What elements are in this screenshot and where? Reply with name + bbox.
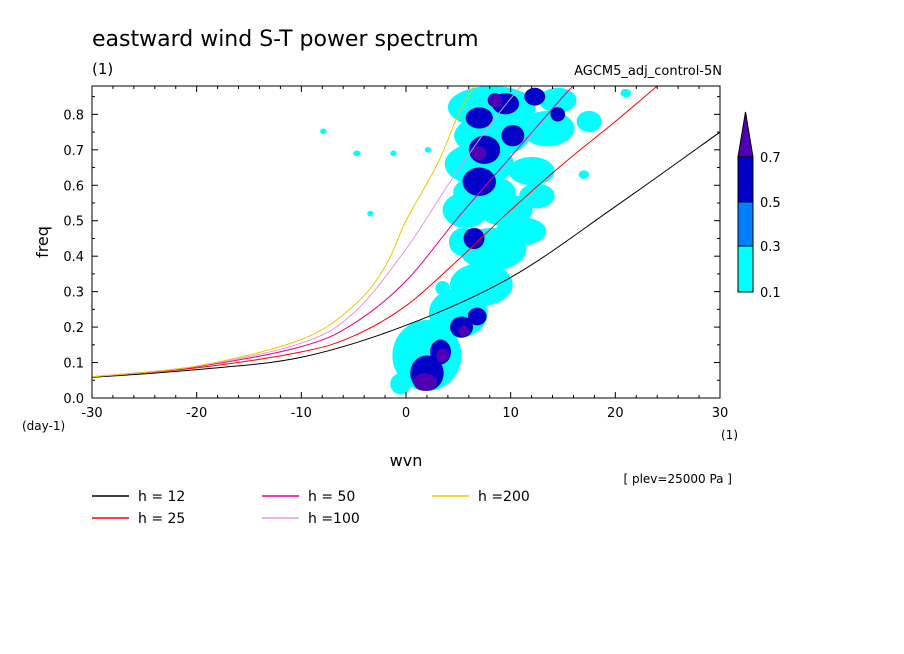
x-tick-label: 0 [402,406,410,421]
legend-label-1: h = 25 [138,511,185,527]
legend-label-4: h =200 [478,489,530,505]
y-tick-label: 0.5 [63,215,84,230]
curve-series-1 [92,86,658,378]
colorbar-label: 0.7 [760,151,781,166]
contour-l1-12 [508,156,555,186]
x-tick-label: -20 [186,406,207,421]
y-tick-label: 0.6 [63,179,84,194]
y-tick-label: 0.0 [63,392,84,407]
x-tick-label: 20 [607,406,624,421]
experiment-label: AGCM5_adj_control-5N [574,64,722,79]
y-tick-label: 0.2 [63,321,84,336]
curve-series-4 [92,86,475,378]
legend-label-0: h = 12 [138,489,185,505]
x-unit-label: (1) [721,428,738,442]
plev-note: [ plev=25000 Pa ] [623,472,732,486]
y-tick-label: 0.1 [63,357,84,372]
y-tick-label: 0.7 [63,144,84,159]
contour-l4-4 [487,93,503,108]
y-axis-title: freq [33,226,52,258]
contour-l1-19 [578,170,590,179]
x-tick-label: 30 [712,406,729,421]
contour-l3-5 [462,167,497,196]
x-tick-label: -10 [291,406,312,421]
contour-l1-10 [519,183,555,209]
contour-l1-24 [424,146,432,153]
contour-l4-1 [436,348,449,363]
legend: h = 12 h = 25 h = 50 h =100 h =200 [92,489,530,527]
x-tick-label: -30 [81,406,102,421]
contour-l4-2 [458,325,469,336]
contour-l4-3 [471,146,487,161]
y-tick-label: 0.3 [63,286,84,301]
contour-l3-3 [467,307,487,326]
colorbar-extend-triangle [737,111,754,158]
contour-l1-18 [435,281,450,296]
x-tick-label: 10 [502,406,519,421]
contour-l3-7 [501,125,525,147]
colorbar-label: 0.3 [760,240,781,255]
y-tick-label: 0.8 [63,108,84,123]
contour-l1-21 [320,128,327,135]
x-axis-title: wvn [390,451,423,470]
colorbar-label: 0.1 [760,286,781,301]
colorbar-swatch-0 [737,245,754,293]
curve-series-0 [92,131,720,378]
colorbar-swatch-1 [737,201,754,247]
contour-l3-11 [550,107,566,122]
y-unit-label: (day-1) [22,419,65,433]
title-unit-label: (1) [92,60,113,78]
legend-label-3: h =100 [308,511,360,527]
contour-l1-22 [353,150,361,157]
chart-title: eastward wind S-T power spectrum [92,27,479,52]
contour-l4-0 [413,373,437,391]
colorbar: 0.1 0.3 0.5 0.7 [737,111,781,301]
contour-l1-20 [620,88,632,98]
contour-l1-25 [367,210,374,217]
contour-l1-16 [538,87,577,113]
colorbar-swatch-2 [737,156,754,203]
contour-l3-8 [465,107,493,129]
legend-label-2: h = 50 [308,489,355,505]
contour-l1-3 [449,263,513,306]
contour-l1-1 [392,320,462,391]
contour-l1-23 [390,150,397,157]
colorbar-label: 0.5 [760,196,781,211]
y-tick-label: 0.4 [63,250,84,265]
curve-series-2 [92,86,574,378]
contour-l3-10 [524,87,546,106]
contour-l1-17 [576,110,602,133]
contour-l3-4 [463,227,485,250]
